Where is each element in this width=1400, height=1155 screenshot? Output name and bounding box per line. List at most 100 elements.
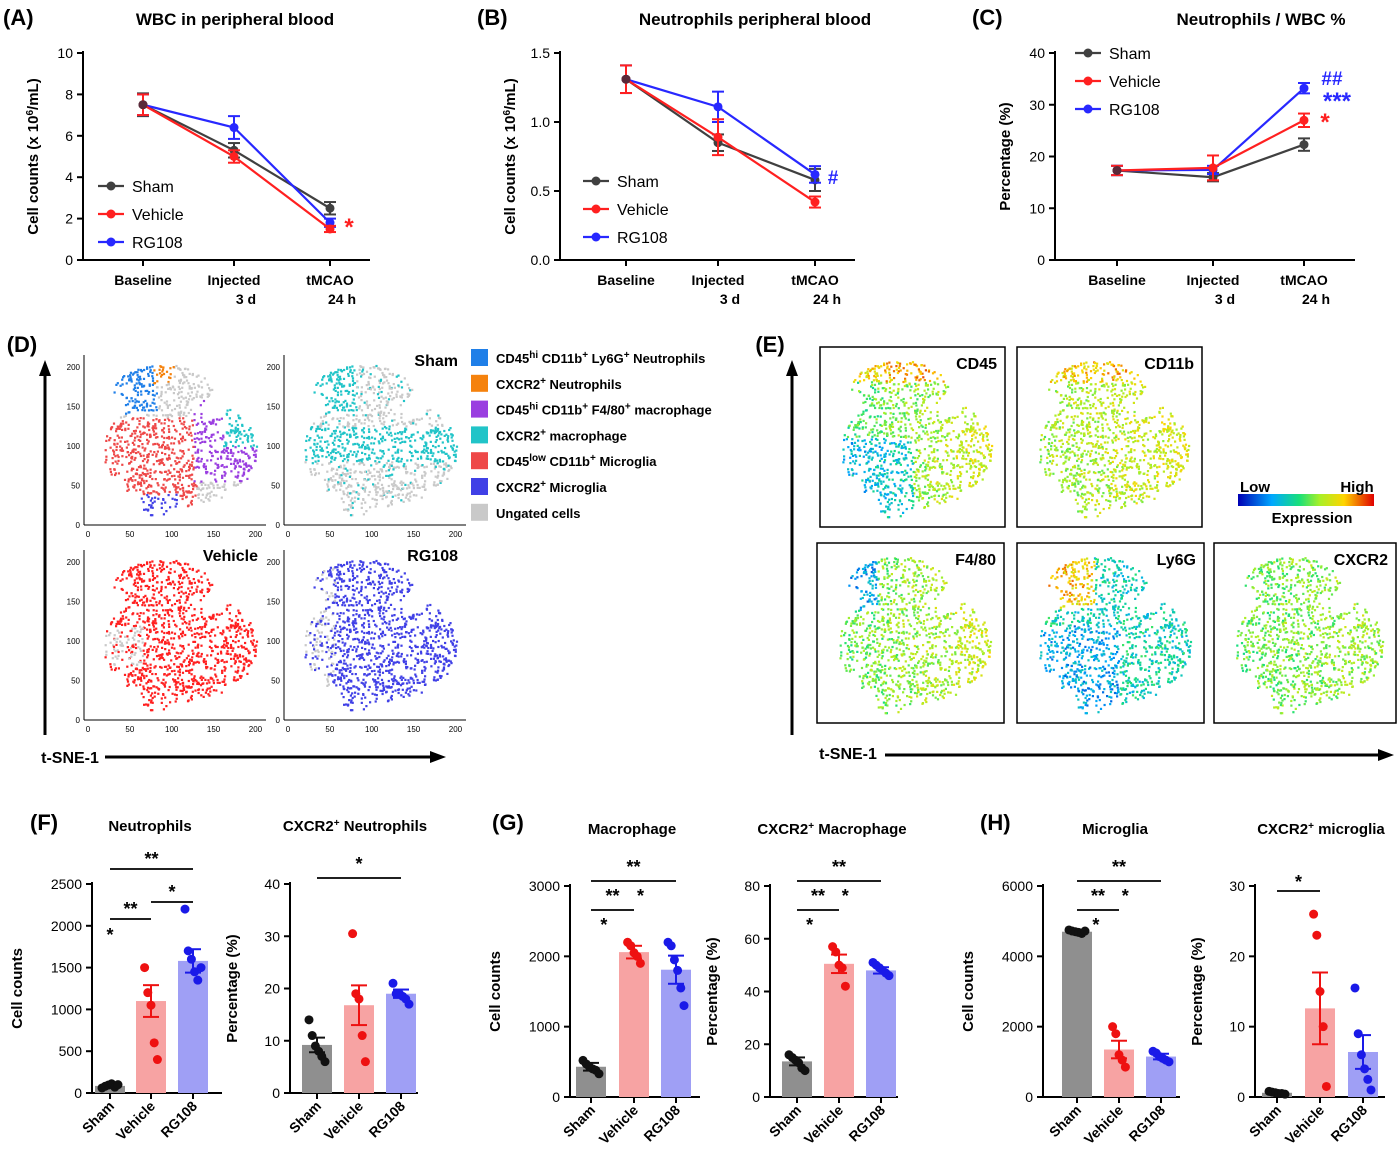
tsne-dot <box>112 449 115 452</box>
tsne-dot <box>389 686 392 689</box>
tsne-dot <box>452 444 455 447</box>
tsne-dot <box>410 654 413 657</box>
tsne-dot <box>361 443 364 446</box>
tsne-dot <box>224 639 228 642</box>
tsne-dot <box>358 446 361 449</box>
y-tick-label: 4 <box>65 169 73 185</box>
tsne-dot <box>155 622 158 625</box>
tsne-dot <box>394 494 397 497</box>
tsne-dot <box>205 620 208 623</box>
tsne-dot <box>344 668 347 671</box>
tsne-dot <box>360 594 363 597</box>
tsne-dot <box>327 480 330 483</box>
tsne-dot <box>222 629 225 632</box>
tsne-dot <box>172 424 175 428</box>
tsne-dot <box>425 465 428 468</box>
tsne-dot <box>158 654 161 657</box>
tsne-dot <box>395 654 398 658</box>
tsne-dot <box>163 673 166 676</box>
tsne-dot <box>136 483 140 486</box>
tsne-dot <box>151 692 154 695</box>
tsne-dot <box>148 504 151 507</box>
tsne-dot <box>194 689 197 692</box>
tsne-dot <box>353 402 356 405</box>
tsne-dot <box>323 673 327 676</box>
tsne-dot <box>108 634 111 637</box>
tsne-dot <box>244 462 248 465</box>
tsne-dot <box>391 614 394 617</box>
tsne-dot <box>220 457 223 460</box>
tsne-dot <box>160 681 163 684</box>
tsne-dot <box>211 482 214 485</box>
tsne-dot <box>179 663 182 666</box>
tsne-dot <box>170 637 173 640</box>
tsne-dot <box>128 462 131 465</box>
tsne-dot <box>356 482 359 485</box>
tsne-dot <box>388 671 391 674</box>
tsne-dot <box>326 646 329 649</box>
tsne-dot <box>182 612 185 615</box>
tsne-dot <box>333 653 336 656</box>
legend-label: Vehicle <box>132 207 184 224</box>
tsne-dot <box>313 391 316 394</box>
tsne-dot <box>210 628 213 631</box>
tsne-dot <box>363 478 366 481</box>
tsne-dot <box>182 618 185 621</box>
tsne-dot <box>384 601 387 604</box>
tsne-dot <box>351 570 354 573</box>
tsne-dot <box>332 430 336 433</box>
tsne-dot <box>138 423 141 426</box>
tsne-dot <box>197 655 200 658</box>
legend-marker <box>1083 104 1093 114</box>
tsne-dot <box>381 382 385 385</box>
tsne-dot <box>975 432 978 435</box>
tsne-dot <box>372 561 375 564</box>
tsne-dot <box>161 443 164 446</box>
tsne-dot <box>363 631 366 635</box>
tsne-dot <box>370 475 374 478</box>
tsne-dot <box>151 574 155 577</box>
tsne-dot <box>243 429 246 433</box>
tsne-dot <box>400 628 403 631</box>
tsne-dot <box>210 445 213 448</box>
tsne-dot <box>416 483 419 487</box>
tsne-dot <box>364 641 367 644</box>
tsne-dot <box>358 463 361 466</box>
tsne-dot <box>388 567 391 570</box>
tsne-dot <box>149 687 152 690</box>
tsne-dot <box>187 382 190 385</box>
tsne-dot <box>389 474 392 477</box>
tsne-dot <box>162 622 166 625</box>
tsne-dot <box>392 640 395 643</box>
tsne-dot <box>394 432 397 435</box>
tsne-dot <box>327 618 330 621</box>
tsne-dot <box>387 664 390 667</box>
tsne-dot <box>170 670 174 673</box>
tsne-dot <box>387 596 390 599</box>
tsne-dot <box>362 636 365 639</box>
tsne-dot <box>204 483 207 486</box>
tsne-dot <box>119 384 122 387</box>
tsne-dot <box>230 470 233 473</box>
tsne-dot <box>410 472 413 475</box>
tsne-dot <box>133 443 136 446</box>
tsne-dot <box>250 628 253 631</box>
tsne-dot <box>408 694 411 697</box>
tsne-dot <box>872 451 875 454</box>
tsne-dot <box>346 608 349 611</box>
tsne-dot <box>421 450 424 453</box>
tsne-dot <box>340 585 343 588</box>
tsne-dot <box>212 418 215 421</box>
tsne-dot <box>120 392 123 396</box>
tsne-dot <box>358 654 361 657</box>
tsne-dot <box>135 646 138 650</box>
tsne-dot <box>377 385 380 388</box>
tsne-dot <box>139 659 142 662</box>
tsne-dot <box>151 477 154 481</box>
tsne-dot <box>141 459 145 463</box>
tsne-dot <box>200 499 203 502</box>
tsne-dot <box>168 387 171 390</box>
tsne-dot <box>210 435 213 438</box>
tsne-dot <box>203 635 206 638</box>
